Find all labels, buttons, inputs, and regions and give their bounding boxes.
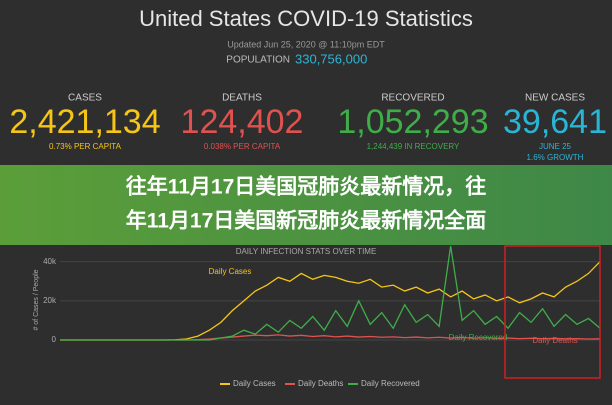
annotation: Daily Recovered xyxy=(449,333,508,342)
line-series xyxy=(60,334,601,341)
stat-sub: 0.038% PER CAPITA xyxy=(204,142,281,151)
stat-value: 2,421,134 xyxy=(9,103,160,141)
y-axis-label: # of Cases / People xyxy=(33,269,40,330)
y-tick-label: 40k xyxy=(43,257,57,266)
banner-line: 往年11月17日美国冠肺炎最新情况，往 xyxy=(126,175,487,199)
title: United States COVID-19 Statistics xyxy=(139,6,473,31)
stat-value: 39,641 xyxy=(503,103,607,141)
stat-value: 1,052,293 xyxy=(337,103,488,141)
stat-sub: 0.73% PER CAPITA xyxy=(49,142,122,151)
banner-line: 年11月17日美国新冠肺炎最新情况全面 xyxy=(126,209,487,233)
legend-label: Daily Deaths xyxy=(298,379,343,388)
stat-label: CASES xyxy=(68,93,102,104)
population-label: POPULATION xyxy=(226,55,290,66)
banner xyxy=(0,165,612,245)
highlight-box xyxy=(504,245,601,379)
legend-label: Daily Cases xyxy=(233,379,276,388)
stat-value: 124,402 xyxy=(181,103,304,141)
population: 330,756,000 xyxy=(295,51,367,66)
stat-label: RECOVERED xyxy=(381,93,444,104)
chart-title: DAILY INFECTION STATS OVER TIME xyxy=(236,247,377,256)
stat-label: NEW CASES xyxy=(525,93,585,104)
annotation: Daily Deaths xyxy=(532,336,577,345)
updated: Updated Jun 25, 2020 @ 11:10pm EDT xyxy=(227,39,385,49)
y-tick-label: 20k xyxy=(43,296,57,305)
stat-sub: 1,244,439 IN RECOVERY xyxy=(367,142,460,151)
line-series xyxy=(60,245,601,341)
y-tick-label: 0 xyxy=(52,335,57,344)
annotation: Daily Cases xyxy=(209,267,252,276)
legend-label: Daily Recovered xyxy=(361,379,420,388)
stat-label: DEATHS xyxy=(222,93,262,104)
stat-sub: 1.6% GROWTH xyxy=(527,153,584,162)
stat-sub: JUNE 25 xyxy=(539,142,572,151)
